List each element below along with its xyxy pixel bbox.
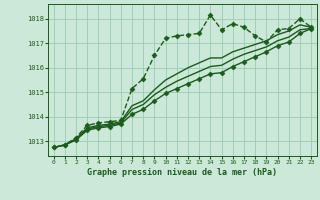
X-axis label: Graphe pression niveau de la mer (hPa): Graphe pression niveau de la mer (hPa): [87, 168, 277, 177]
